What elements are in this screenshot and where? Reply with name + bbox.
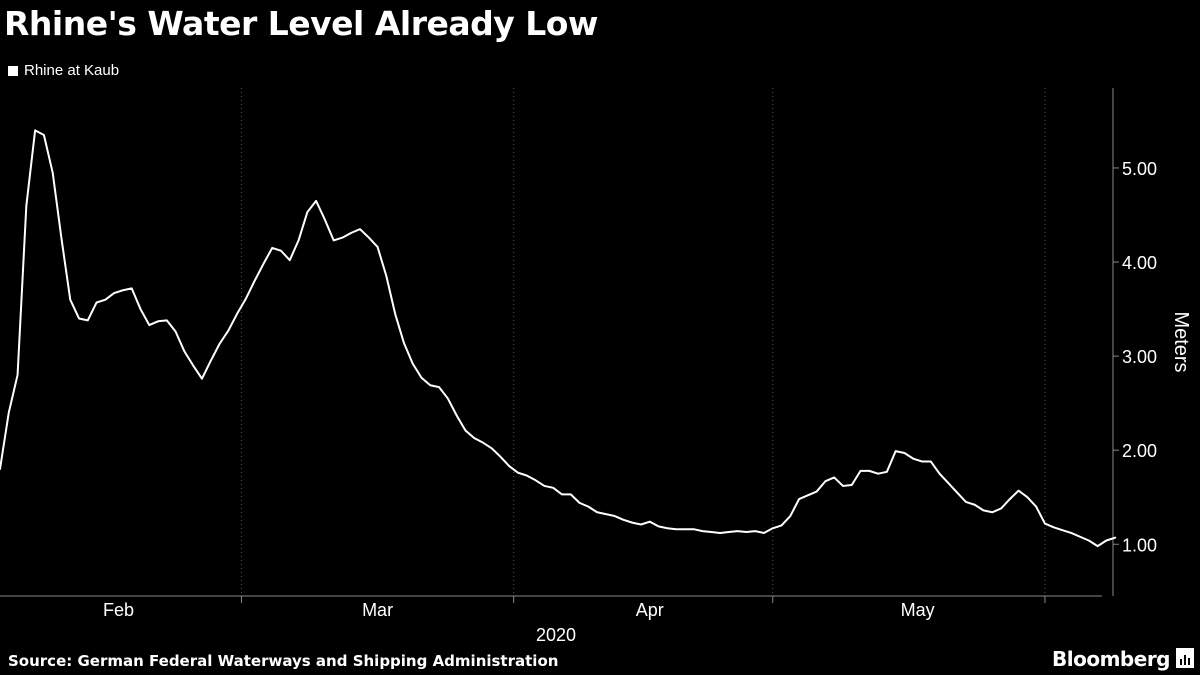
x-tick-label-apr: Apr [636, 600, 664, 620]
x-axis-label: 2020 [536, 625, 576, 645]
y-tick-label-3: 4.00 [1122, 253, 1157, 273]
brand-logo: Bloomberg [1052, 647, 1170, 671]
series-line-rhine-at-kaub [0, 129, 1117, 548]
legend-label: Rhine at Kaub [24, 62, 120, 79]
x-tick-label-mar: Mar [362, 600, 393, 620]
x-tick-label-may: May [901, 600, 935, 620]
series-layer [0, 129, 1117, 548]
y-axis-label: Meters [1170, 311, 1192, 372]
x-tick-label-feb: Feb [103, 600, 134, 620]
legend: Rhine at Kaub [8, 62, 119, 79]
chart-title: Rhine's Water Level Already Low [4, 4, 598, 43]
y-tick-label-2: 3.00 [1122, 347, 1157, 367]
bar-chart-icon [1176, 648, 1194, 668]
axes: Feb Mar Apr May 1.00 2.00 3.00 4.00 5.00 [0, 88, 1157, 620]
legend-swatch [8, 65, 18, 76]
y-tick-label-1: 2.00 [1122, 441, 1157, 461]
source-note: Source: German Federal Waterways and Shi… [8, 652, 559, 670]
y-tick-label-4: 5.00 [1122, 159, 1157, 179]
gridlines [240, 88, 1046, 596]
y-tick-label-0: 1.00 [1122, 535, 1157, 555]
